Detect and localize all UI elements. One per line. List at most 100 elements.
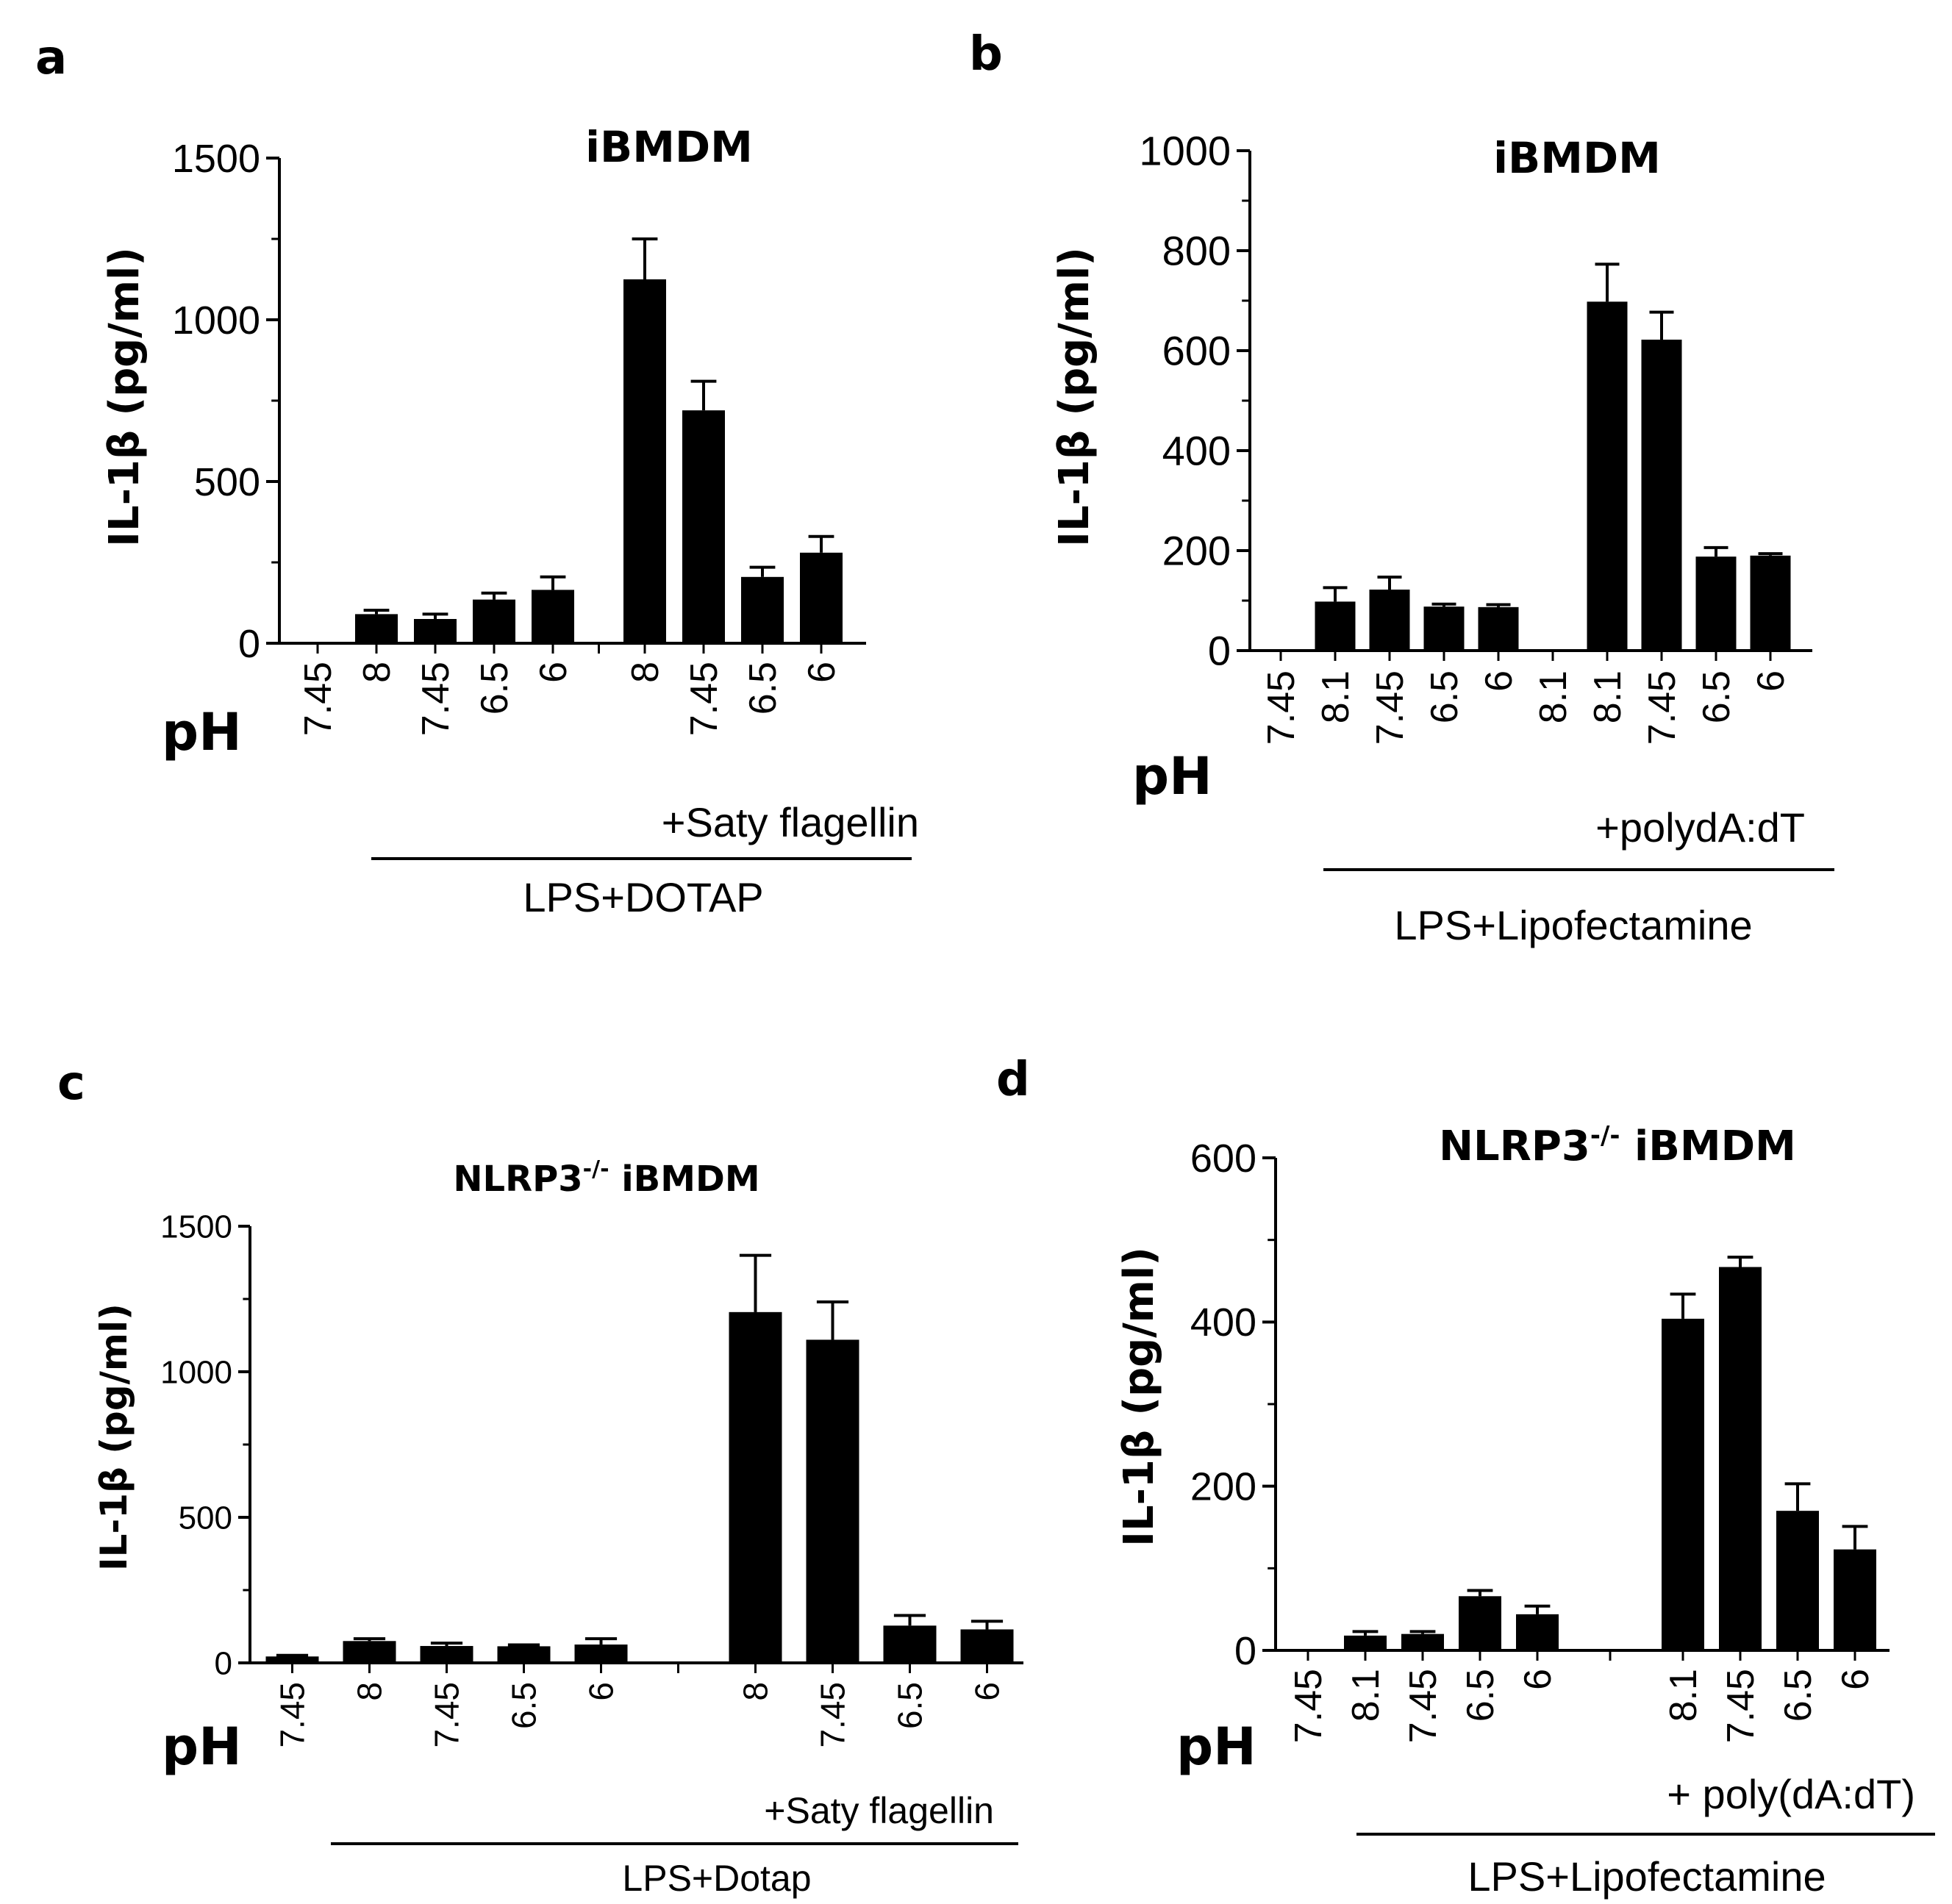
panel-b-group-label-2: LPS+Lipofectamine xyxy=(1394,902,1752,948)
panel-d-y-tick-label: 200 xyxy=(1190,1465,1256,1509)
panel-d-category-label: 6.5 xyxy=(1459,1669,1502,1722)
panel-b-category-label: 6 xyxy=(1750,670,1792,692)
panel-c-title-sup: -/- xyxy=(583,1156,609,1182)
panel-b-y-tick-label: 0 xyxy=(1208,628,1231,674)
panel-b-y-tick-label: 800 xyxy=(1162,228,1231,274)
panel-b-bar xyxy=(1423,606,1465,651)
panel-d-bar xyxy=(1401,1633,1444,1650)
panel-a-category-label: 6.5 xyxy=(473,662,516,715)
panel-a-bar xyxy=(800,552,843,643)
panel-c-bar xyxy=(960,1629,1014,1663)
panel-a-group-label-2: LPS+DOTAP xyxy=(523,874,763,920)
panel-a-bar xyxy=(414,619,457,643)
panel-c-y-tick-label: 1500 xyxy=(160,1209,232,1245)
panel-a-bar xyxy=(473,599,515,643)
panel-c-title: NLRP3-/- iBMDM xyxy=(453,1156,759,1200)
panel-c-bar xyxy=(420,1646,473,1663)
panel-c-group-label-1: +Saty flagellin xyxy=(764,1790,994,1831)
panel-c-title-rest: iBMDM xyxy=(609,1159,760,1200)
panel-a-category-label: 7.45 xyxy=(297,662,340,736)
panel-d-y-tick-label: 600 xyxy=(1190,1137,1256,1181)
panel-d-category-label: 6.5 xyxy=(1777,1669,1820,1722)
panel-c-category-label: 6.5 xyxy=(505,1682,543,1729)
panel-c: c NLRP3-/- iBMDM IL-1β (pg/ml) pH +Saty … xyxy=(57,1056,1023,1899)
panel-b-category-label: 7.45 xyxy=(1260,670,1303,745)
panel-b-y-tick-label: 600 xyxy=(1162,328,1231,374)
panel-c-category-label: 7.45 xyxy=(428,1682,466,1748)
panel-d-category-label: 7.45 xyxy=(1402,1669,1445,1743)
panel-d-ph-label: pH xyxy=(1176,1717,1256,1777)
panel-b-y-tick-label: 200 xyxy=(1162,528,1231,574)
panel-c-y-tick-label: 0 xyxy=(215,1645,232,1681)
panel-a-category-label: 6 xyxy=(532,662,575,683)
panel-c-category-label: 8 xyxy=(737,1682,775,1701)
panel-b-letter: b xyxy=(969,27,1003,82)
panel-b-y-tick-label: 400 xyxy=(1162,428,1231,474)
panel-b-bar xyxy=(1369,590,1410,651)
panel-b-bar xyxy=(1478,606,1519,651)
panel-d-category-label: 6 xyxy=(1834,1669,1877,1690)
panel-c-bar xyxy=(265,1656,319,1663)
panel-a-category-label: 7.45 xyxy=(415,662,457,736)
panel-a-y-tick-label: 1500 xyxy=(172,137,260,181)
panel-c-category-label: 8 xyxy=(351,1682,389,1701)
panel-b-category-label: 6.5 xyxy=(1695,670,1738,723)
panel-b-bar xyxy=(1315,601,1356,651)
panel-d-y-tick-label: 400 xyxy=(1190,1300,1256,1345)
panel-c-category-label: 6 xyxy=(968,1682,1007,1701)
panel-d-title-main: NLRP3 xyxy=(1439,1123,1590,1170)
panel-a-y-axis-label: IL-1β (pg/ml) xyxy=(101,247,149,547)
panel-d-bar xyxy=(1662,1318,1704,1650)
panel-d-category-label: 8.1 xyxy=(1345,1669,1387,1722)
panel-a-bar xyxy=(532,590,574,643)
panel-b-bar xyxy=(1260,649,1301,651)
panel-d-category-label: 6 xyxy=(1517,1669,1559,1690)
panel-b-bar xyxy=(1587,301,1628,651)
panel-a-category-label: 8 xyxy=(624,662,667,683)
panel-a-y-tick-label: 0 xyxy=(238,622,260,666)
panel-b-bar xyxy=(1750,555,1791,651)
panel-c-bar xyxy=(729,1311,782,1663)
panel-b-title: iBMDM xyxy=(1493,133,1661,183)
panel-d-group-label-1: + poly(dA:dT) xyxy=(1667,1771,1915,1817)
panel-c-bar xyxy=(497,1646,551,1663)
panel-c-bar xyxy=(574,1644,628,1663)
panel-d-bar xyxy=(1516,1614,1559,1650)
panel-a-title: iBMDM xyxy=(585,122,753,172)
panel-b-category-label: 8.1 xyxy=(1587,670,1629,723)
panel-d-bar xyxy=(1834,1549,1876,1650)
panel-a-bar xyxy=(682,410,725,643)
panel-d-bar xyxy=(1776,1511,1819,1650)
panel-a-letter: a xyxy=(35,31,67,85)
panel-a-y-tick-label: 500 xyxy=(194,460,260,504)
panel-c-ph-label: pH xyxy=(162,1717,242,1777)
panel-a-group-label-1: +Saty flagellin xyxy=(662,799,919,845)
panel-b-category-label: 6 xyxy=(1478,670,1520,692)
panel-b-category-label: 7.45 xyxy=(1369,670,1412,745)
panel-a-y-tick-label: 1000 xyxy=(172,298,260,343)
panel-d-category-label: 8.1 xyxy=(1662,1669,1705,1722)
panel-c-category-label: 6 xyxy=(582,1682,621,1701)
panel-d-y-axis-label: IL-1β (pg/ml) xyxy=(1115,1247,1163,1547)
panel-a-category-label: 7.45 xyxy=(683,662,726,736)
panel-c-category-label: 7.45 xyxy=(274,1682,312,1748)
panel-d-category-label: 7.45 xyxy=(1287,1669,1330,1743)
panel-d-category-label: 7.45 xyxy=(1720,1669,1762,1743)
panel-b-bar xyxy=(1695,556,1737,651)
panel-d-letter: d xyxy=(996,1053,1030,1107)
panel-d-y-tick-label: 0 xyxy=(1234,1629,1256,1673)
panel-a-category-label: 8 xyxy=(356,662,398,683)
panel-a-bar xyxy=(355,614,398,643)
panel-c-bar xyxy=(343,1641,396,1663)
panel-d-bar xyxy=(1719,1267,1762,1650)
panel-b-y-tick-label: 1000 xyxy=(1139,128,1231,174)
panel-d-bar xyxy=(1344,1635,1387,1650)
panel-c-y-axis-label: IL-1β (pg/ml) xyxy=(93,1303,135,1571)
panel-b: b iBMDM IL-1β (pg/ml) pH +polydA:dT LPS+… xyxy=(969,27,1834,948)
panel-b-category-label: 7.45 xyxy=(1641,670,1684,745)
panel-d-title-rest: iBMDM xyxy=(1620,1123,1796,1170)
panel-c-y-tick-label: 500 xyxy=(179,1500,232,1536)
panel-c-bar xyxy=(883,1625,937,1663)
panel-d-bar xyxy=(1459,1596,1501,1650)
